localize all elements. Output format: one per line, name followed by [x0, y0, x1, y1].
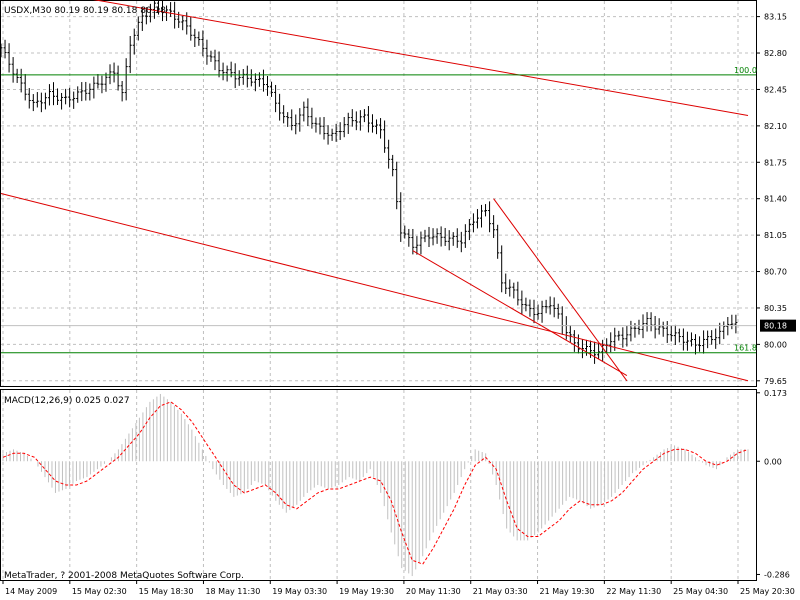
- x-tick-label: 21 May 03:30: [473, 587, 528, 596]
- x-tick-label: 25 May 20:30: [740, 587, 795, 596]
- macd-panel-frame: [0, 389, 757, 581]
- trendline: [412, 250, 628, 377]
- x-tick-label: 15 May 18:30: [139, 587, 194, 596]
- x-tick-label: 22 May 11:30: [606, 587, 661, 596]
- macd-y-tick-label: 0.00: [764, 457, 782, 466]
- current-price-label: 80.18: [764, 322, 787, 331]
- price-chart-title: USDX,M30 80.19 80.19 80.18 80.18: [4, 6, 166, 16]
- y-tick-label: 82.45: [764, 85, 787, 94]
- x-tick-label: 20 May 11:30: [406, 587, 461, 596]
- y-tick-label: 81.40: [764, 195, 787, 204]
- x-tick-label: 19 May 03:30: [272, 587, 327, 596]
- y-tick-label: 80.70: [764, 268, 787, 277]
- macd-y-tick-label: -0.286: [764, 570, 790, 579]
- y-tick-label: 81.05: [764, 231, 787, 240]
- x-tick-label: 21 May 19:30: [540, 587, 595, 596]
- current-price-box: [760, 319, 796, 332]
- macd-signal-line: [2, 401, 749, 565]
- fib-level-label: 100.0: [734, 66, 757, 75]
- copyright-text: MetaTrader, ? 2001-2008 MetaQuotes Softw…: [4, 571, 244, 581]
- x-tick-label: 15 May 02:30: [72, 587, 127, 596]
- x-tick-label: 18 May 11:30: [205, 587, 260, 596]
- y-tick-label: 80.00: [764, 340, 787, 349]
- trendline: [93, 0, 749, 116]
- price-panel-frame: [0, 0, 757, 387]
- x-tick-label: 25 May 04:30: [673, 587, 728, 596]
- price-series: [0, 0, 756, 364]
- macd-title: MACD(12,26,9) 0.025 0.027: [4, 396, 130, 406]
- grid-lines: [1, 1, 756, 580]
- x-tick-label: 19 May 19:30: [339, 587, 394, 596]
- y-tick-label: 81.75: [764, 158, 787, 167]
- macd-y-tick-label: 0.173: [764, 389, 787, 398]
- macd-series: [2, 393, 749, 577]
- fib-levels: 100.0 161.8: [1, 66, 757, 354]
- trendline: [0, 193, 749, 382]
- trendlines: [0, 0, 749, 382]
- fib-level-label: 161.8: [734, 344, 757, 353]
- x-tick-label: 14 May 2009: [5, 587, 57, 596]
- y-tick-label: 79.65: [764, 377, 787, 386]
- y-tick-label: 82.10: [764, 122, 787, 131]
- y-tick-label: 80.35: [764, 304, 787, 313]
- y-tick-label: 83.15: [764, 13, 787, 22]
- trendline: [493, 198, 628, 382]
- axis-labels: 83.15 82.80 82.45 82.10 81.75 81.40 81.05 80.70…: [2, 13, 796, 596]
- y-tick-label: 82.80: [764, 49, 787, 58]
